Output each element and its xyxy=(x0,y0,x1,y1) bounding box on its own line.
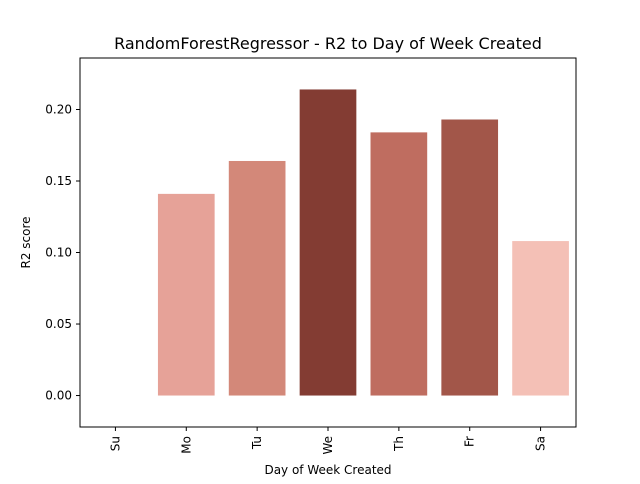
x-tick-label: Fr xyxy=(463,436,477,447)
y-tick-label: 0.10 xyxy=(45,246,72,260)
x-tick-label: Mo xyxy=(179,436,193,454)
y-axis: 0.00 0.05 0.10 0.15 0.20 xyxy=(45,102,80,403)
bar-mo xyxy=(157,193,215,396)
x-tick-label: Su xyxy=(108,436,122,451)
bar-sa xyxy=(512,241,569,396)
bar-th xyxy=(370,132,428,396)
x-tick-label: Sa xyxy=(534,436,548,451)
x-axis: Su Mo Tu We Th Fr Sa xyxy=(108,427,548,455)
bar-fr xyxy=(441,119,499,396)
y-tick-label: 0.20 xyxy=(45,102,72,116)
x-tick-label: Th xyxy=(392,436,406,452)
bar-tu xyxy=(228,160,286,396)
y-tick-label: 0.15 xyxy=(45,174,72,188)
bar-we xyxy=(299,89,357,396)
chart-title: RandomForestRegressor - R2 to Day of Wee… xyxy=(114,34,542,53)
y-tick-label: 0.05 xyxy=(45,317,72,331)
x-tick-label: Tu xyxy=(250,436,264,450)
y-axis-label: R2 score xyxy=(19,216,33,268)
x-axis-label: Day of Week Created xyxy=(264,463,391,477)
y-tick-label: 0.00 xyxy=(45,389,72,403)
x-tick-label: We xyxy=(321,436,335,455)
bars-layer xyxy=(157,89,569,396)
